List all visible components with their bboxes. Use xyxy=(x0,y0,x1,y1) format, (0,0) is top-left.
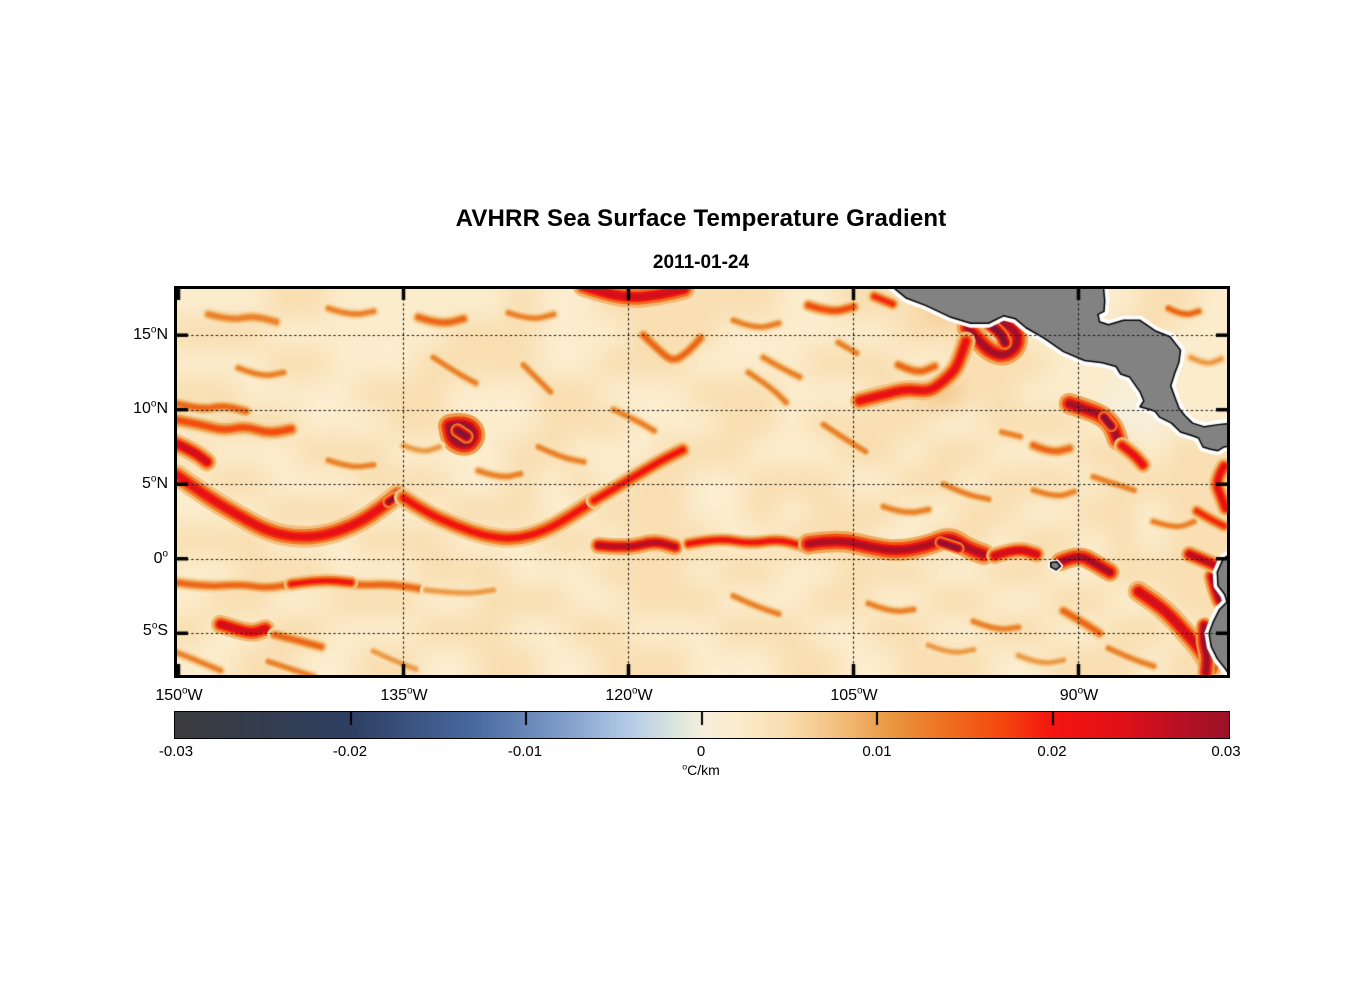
degree-symbol: o xyxy=(150,473,157,485)
colorbar-canvas xyxy=(175,712,1229,738)
colorbar-tick-neg002: -0.02 xyxy=(332,743,368,760)
colorbar xyxy=(174,711,1230,739)
colorbar-tick-neg001: -0.01 xyxy=(507,743,543,760)
colorbar-tick-002: 0.02 xyxy=(1037,743,1067,760)
y-tick-5s: 5oS xyxy=(142,620,168,639)
colorbar-tick-zero: 0 xyxy=(696,743,706,760)
chart-title: AVHRR Sea Surface Temperature Gradient xyxy=(455,205,947,232)
y-tick-0: 0o xyxy=(153,548,168,567)
degree-symbol: o xyxy=(857,685,863,697)
colorbar-tick-neg003: -0.03 xyxy=(158,743,194,760)
x-tick-105w: 105oW xyxy=(830,685,878,704)
degree-symbol: o xyxy=(182,685,188,697)
map-plot-area xyxy=(174,286,1230,678)
degree-symbol: o xyxy=(682,761,688,772)
degree-symbol: o xyxy=(162,548,168,560)
colorbar-unit-label: oC/km xyxy=(682,761,720,778)
degree-symbol: o xyxy=(407,685,413,697)
x-tick-150w: 150oW xyxy=(155,685,203,704)
colorbar-tick-003: 0.03 xyxy=(1211,743,1241,760)
x-tick-135w: 135oW xyxy=(380,685,428,704)
colorbar-tick-001: 0.01 xyxy=(862,743,892,760)
degree-symbol: o xyxy=(151,620,158,632)
y-tick-15n: 15oN xyxy=(133,324,168,343)
x-tick-90w: 90oW xyxy=(1059,685,1099,704)
y-tick-10n: 10oN xyxy=(133,398,168,417)
degree-symbol: o xyxy=(150,398,157,410)
degree-symbol: o xyxy=(150,324,157,336)
chart-date-subtitle: 2011-01-24 xyxy=(652,252,750,273)
degree-symbol: o xyxy=(1077,685,1084,697)
degree-symbol: o xyxy=(632,685,638,697)
map-canvas xyxy=(177,289,1227,675)
x-tick-120w: 120oW xyxy=(605,685,653,704)
y-tick-5n: 5oN xyxy=(142,473,168,492)
